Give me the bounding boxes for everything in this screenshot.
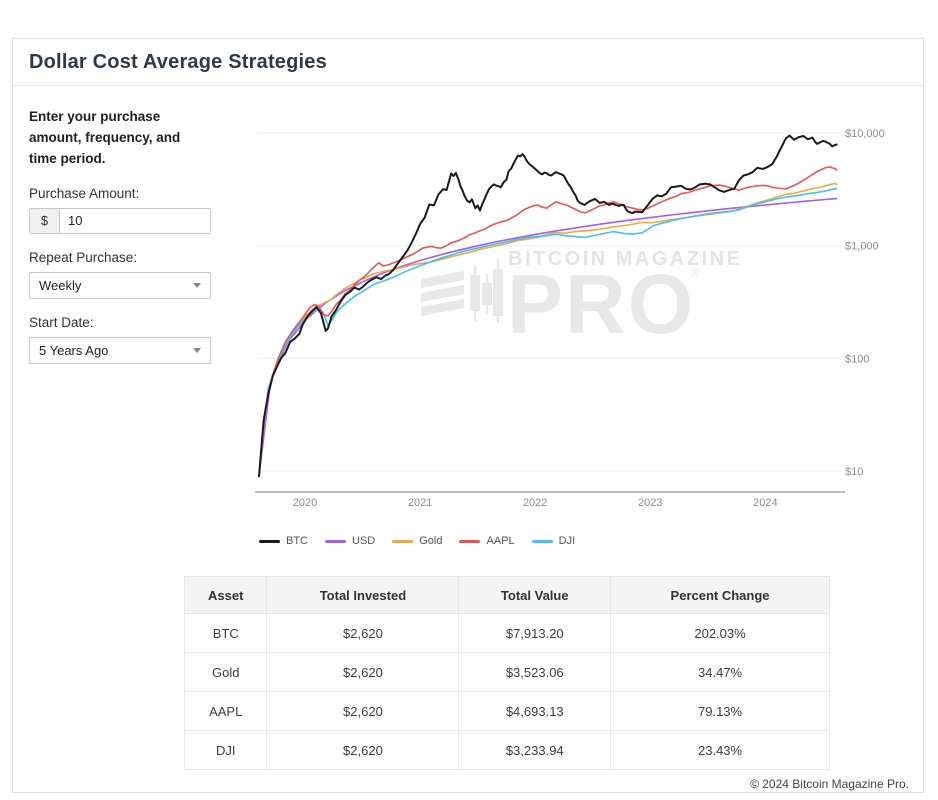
purchase-amount-input[interactable]	[60, 208, 210, 233]
table-cell: 79.13%	[610, 691, 830, 731]
card-header: Dollar Cost Average Strategies	[13, 39, 923, 86]
table-cell: 34.47%	[610, 652, 830, 692]
table-header-cell: Total Invested	[266, 576, 460, 614]
table-cell: $4,693.13	[458, 691, 612, 731]
table-row: BTC $2,620 $7,913.20 202.03%	[183, 613, 830, 653]
svg-text:2023: 2023	[638, 497, 662, 509]
watermark-pro-text: PRO	[507, 257, 695, 351]
table-cell: DJI	[183, 730, 268, 770]
table-header-cell: Asset	[183, 576, 268, 614]
chart-series-lines	[258, 134, 838, 478]
chart-legend: BTC USD Gold AAPL DJI	[259, 535, 575, 547]
table-cell: $2,620	[266, 652, 460, 692]
table-cell: Gold	[183, 652, 268, 692]
legend-swatch	[459, 539, 481, 543]
svg-text:2020: 2020	[293, 497, 317, 509]
currency-prefix: $	[30, 208, 60, 233]
chart-gridlines	[257, 132, 841, 472]
table-row: DJI $2,620 $3,233.94 23.43%	[183, 730, 830, 770]
svg-text:$100: $100	[845, 353, 869, 365]
legend-item-usd[interactable]: USD	[325, 535, 375, 547]
legend-item-aapl[interactable]: AAPL	[459, 535, 515, 547]
results-table: Asset Total Invested Total Value Percent Ch…	[183, 576, 830, 770]
svg-text:2021: 2021	[408, 497, 432, 509]
legend-swatch	[325, 539, 346, 543]
copyright-text: © 2024 Bitcoin Magazine Pro.	[750, 777, 909, 791]
legend-item-gold[interactable]: Gold	[392, 535, 442, 547]
bitcoin-magazine-pro-watermark: BITCOIN MAGAZINE PRO ®	[421, 248, 742, 351]
table-row: AAPL $2,620 $4,693.13 79.13%	[183, 691, 830, 731]
table-cell: 23.43%	[610, 730, 830, 770]
start-date-value: 5 Years Ago	[39, 342, 109, 358]
svg-text:$10,000: $10,000	[845, 128, 885, 140]
chart-axes: $10,000 $1,000 $100 $10 2020 2021 2022 2023 2024	[255, 128, 885, 509]
table-cell: $3,523.06	[458, 652, 612, 692]
results-table-container: Asset Total Invested Total Value Percent Ch…	[183, 576, 830, 770]
registered-mark-icon: ®	[690, 265, 700, 280]
table-row: Gold $2,620 $3,523.06 34.47%	[183, 652, 830, 692]
start-date-select[interactable]: 5 Years Ago	[29, 336, 211, 364]
table-cell: $3,233.94	[458, 730, 612, 770]
legend-label: BTC	[286, 535, 308, 547]
form-intro-text: Enter your purchase amount, frequency, a…	[29, 109, 181, 166]
table-cell: $7,913.20	[458, 613, 612, 653]
table-cell: BTC	[183, 613, 268, 653]
table-cell: 202.03%	[610, 613, 830, 653]
purchase-amount-group: $	[29, 207, 211, 234]
legend-label: AAPL	[486, 535, 515, 547]
start-date-label: Start Date:	[29, 314, 94, 330]
repeat-purchase-value: Weekly	[39, 277, 82, 293]
page-title: Dollar Cost Average Strategies	[29, 50, 327, 73]
legend-swatch	[531, 539, 553, 543]
legend-swatch	[259, 539, 280, 543]
legend-label: DJI	[558, 535, 576, 547]
purchase-amount-label: Purchase Amount:	[29, 185, 140, 201]
legend-label: USD	[352, 535, 376, 547]
repeat-purchase-select[interactable]: Weekly	[29, 271, 211, 299]
watermark-text: BITCOIN MAGAZINE	[508, 248, 742, 270]
svg-text:$10: $10	[845, 466, 863, 478]
table-header-cell: Percent Change	[610, 576, 830, 614]
legend-label: Gold	[419, 535, 443, 547]
chevron-down-icon	[193, 282, 201, 288]
legend-item-btc[interactable]: BTC	[259, 535, 308, 547]
legend-item-dji[interactable]: DJI	[531, 535, 576, 547]
table-cell: $2,620	[266, 691, 460, 731]
svg-text:2024: 2024	[753, 497, 777, 509]
dca-performance-chart[interactable]: BITCOIN MAGAZINE PRO ® $10,000 $1,000 $100…	[235, 109, 925, 529]
svg-text:$1,000: $1,000	[845, 241, 879, 253]
repeat-purchase-label: Repeat Purchase:	[29, 249, 138, 265]
svg-text:2022: 2022	[523, 497, 547, 509]
table-cell: $2,620	[266, 730, 460, 770]
legend-swatch	[392, 539, 414, 543]
settings-panel: Enter your purchase amount, frequency, a…	[29, 107, 211, 364]
table-cell: $2,620	[266, 613, 460, 653]
table-header-cell: Total Value	[458, 576, 612, 614]
table-cell: AAPL	[183, 691, 268, 731]
chevron-down-icon	[193, 347, 201, 353]
dca-tool-card: Dollar Cost Average Strategies Enter you…	[12, 38, 924, 793]
